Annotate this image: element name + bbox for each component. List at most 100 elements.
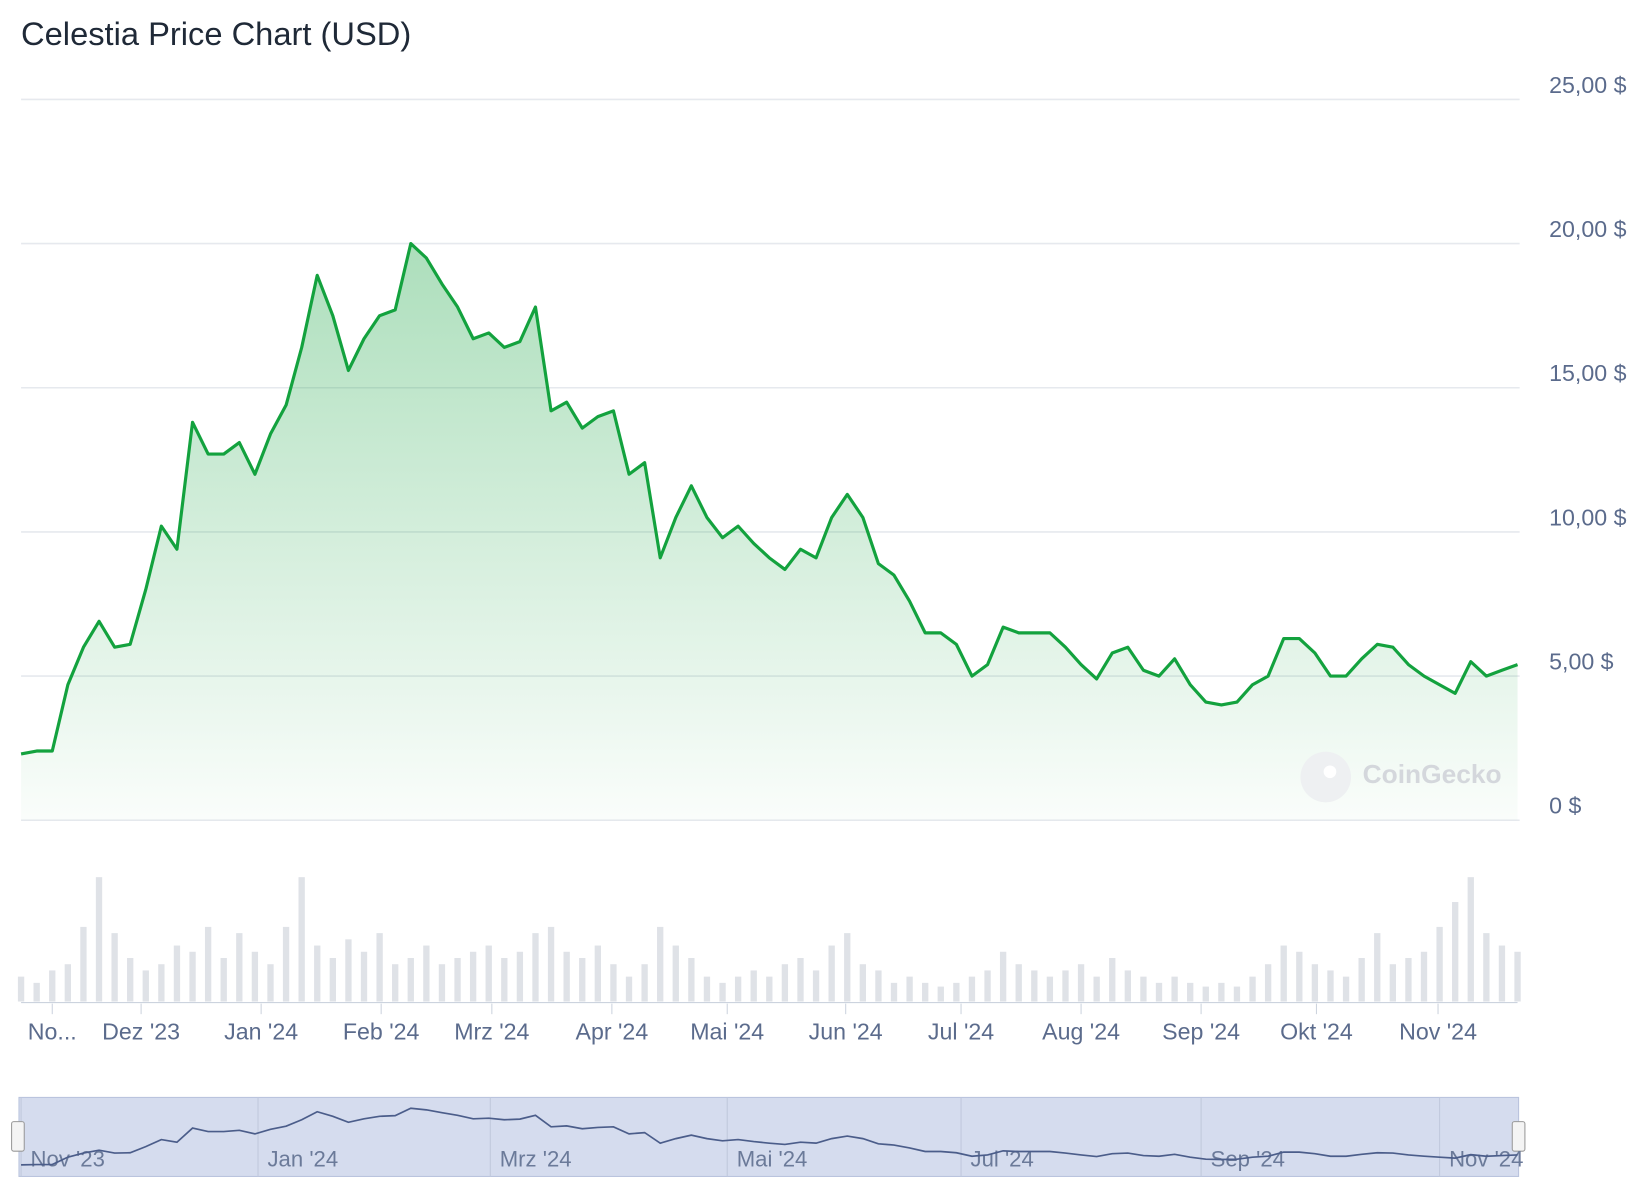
volume-bar: [469, 951, 477, 1002]
volume-bar: [267, 964, 274, 1002]
volume-bar: [1327, 970, 1334, 1002]
x-tick-label: No...: [28, 1018, 77, 1044]
x-tick-label: Aug '24: [1042, 1018, 1120, 1044]
volume-bar: [1171, 976, 1178, 1002]
volume-bar: [298, 877, 305, 1002]
volume-bar: [1405, 957, 1412, 1002]
price-area: [21, 243, 1518, 821]
volume-bar: [1046, 976, 1054, 1002]
volume-bar: [1374, 933, 1381, 1002]
volume-bar: [812, 970, 820, 1002]
volume-bar: [1249, 976, 1256, 1002]
y-tick-label: 0 $: [1549, 793, 1581, 819]
volume-bar: [33, 982, 40, 1002]
volume-bar: [360, 951, 368, 1002]
volume-bar: [282, 926, 290, 1002]
volume-bar: [345, 939, 352, 1002]
volume-bar: [329, 957, 337, 1002]
navigator-tick-label: Jan '24: [268, 1146, 339, 1171]
volume-bar: [579, 957, 586, 1002]
volume-bar: [1296, 951, 1303, 1002]
navigator-tick-label: Nov '24: [1449, 1146, 1523, 1171]
volume-bar: [844, 933, 851, 1002]
volume-bar: [1233, 986, 1241, 1002]
volume-bar: [127, 957, 134, 1002]
x-tick-label: Sep '24: [1162, 1018, 1240, 1044]
x-tick-label: Feb '24: [343, 1018, 420, 1044]
y-tick-label: 25,00 $: [1549, 72, 1626, 98]
volume-bar: [189, 951, 196, 1002]
volume-bar: [1155, 982, 1163, 1002]
volume-bar: [1280, 945, 1287, 1002]
volume-bar: [563, 951, 570, 1002]
volume-bar: [859, 964, 866, 1002]
volume-bar: [937, 986, 944, 1002]
volume-bar: [204, 926, 212, 1002]
x-tick-label: Jul '24: [928, 1018, 994, 1044]
volume-bar: [532, 933, 539, 1002]
y-tick-label: 10,00 $: [1549, 504, 1626, 530]
volume-bar: [1467, 877, 1474, 1002]
y-tick-label: 15,00 $: [1549, 360, 1626, 386]
volume-bar: [1498, 945, 1506, 1002]
volume-bar: [594, 945, 601, 1002]
volume-bar: [1124, 970, 1131, 1002]
volume-bar: [95, 877, 103, 1002]
watermark: CoinGecko: [1300, 751, 1502, 803]
volume-bar: [1483, 933, 1490, 1002]
volume-bar: [610, 964, 617, 1002]
volume-bar: [1015, 964, 1022, 1002]
x-tick-label: Nov '24: [1399, 1018, 1477, 1044]
x-tick-label: Dez '23: [102, 1018, 180, 1044]
x-tick-label: Okt '24: [1280, 1018, 1353, 1044]
volume-bar: [1187, 982, 1194, 1002]
volume-bar: [251, 951, 259, 1002]
navigator-line: [21, 1107, 1518, 1166]
volume-bar: [485, 945, 492, 1002]
volume-bar: [922, 982, 929, 1002]
chart-title: Celestia Price Chart (USD): [21, 15, 411, 52]
volume-bar: [968, 976, 976, 1002]
price-line: [20, 242, 1519, 756]
volume-bar: [719, 982, 726, 1002]
volume-bar: [875, 970, 882, 1002]
volume-bar: [1202, 986, 1209, 1002]
volume-bar: [625, 976, 633, 1002]
volume-bar: [64, 964, 72, 1002]
y-tick-label: 5,00 $: [1549, 649, 1614, 675]
navigator-handle[interactable]: [11, 1121, 25, 1152]
watermark-icon: [1300, 751, 1352, 803]
volume-bar: [423, 945, 430, 1002]
navigator-tick-label: Nov '23: [31, 1146, 105, 1171]
x-tick-label: Jun '24: [809, 1018, 883, 1044]
volume-bar: [501, 957, 508, 1002]
volume-bar: [1062, 970, 1069, 1002]
volume-bar: [547, 926, 555, 1002]
volume-bar: [407, 957, 414, 1002]
volume-bar: [1311, 964, 1319, 1002]
volume-bar: [142, 970, 149, 1002]
volume-bar: [1218, 982, 1225, 1002]
volume-bar: [1452, 902, 1459, 1002]
volume-bar: [953, 982, 960, 1002]
volume-bar: [766, 976, 773, 1002]
volume-bar: [173, 945, 181, 1002]
x-tick-label: Jan '24: [224, 1018, 298, 1044]
volume-bar: [688, 957, 695, 1002]
volume-bar: [672, 945, 679, 1002]
volume-bar: [314, 945, 321, 1002]
navigator-handle[interactable]: [1511, 1121, 1526, 1152]
volume-bar: [1031, 970, 1038, 1002]
x-tick-label: Mai '24: [690, 1018, 764, 1044]
volume-bar: [890, 982, 898, 1002]
volume-bar: [438, 964, 446, 1002]
volume-bar: [516, 951, 524, 1002]
volume-bar: [828, 945, 835, 1002]
volume-bar: [220, 957, 227, 1002]
volume-bar: [781, 964, 789, 1002]
volume-bar: [641, 964, 648, 1002]
volume-bar: [703, 976, 711, 1002]
volume-bar: [17, 976, 25, 1002]
